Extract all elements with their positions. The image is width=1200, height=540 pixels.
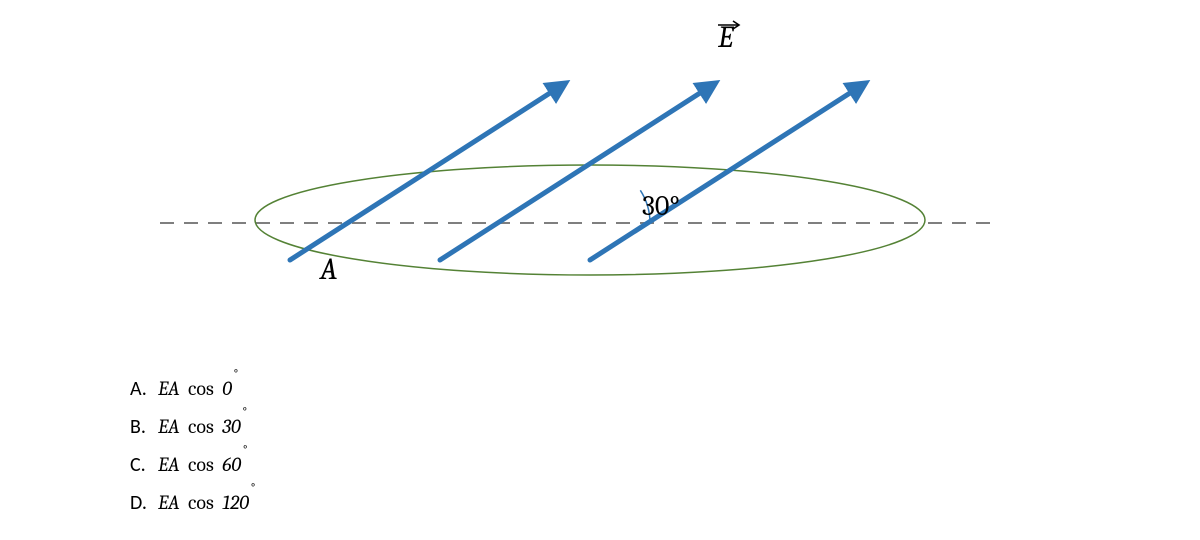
option-label: B. [130, 408, 158, 446]
answer-option: B.EA cos 30° [130, 408, 249, 446]
label-angle: 30° [642, 190, 680, 222]
option-expression: EA cos 60° [158, 446, 241, 484]
label-E: E [718, 20, 733, 55]
option-label: C. [130, 446, 158, 484]
option-label: A. [130, 370, 158, 408]
option-expression: EA cos 120° [158, 484, 249, 522]
option-label: D. [130, 484, 158, 522]
answer-option: D.EA cos 120° [130, 484, 249, 522]
answer-option: A.EA cos 0° [130, 370, 249, 408]
option-expression: EA cos 30° [158, 408, 241, 446]
label-A: A [320, 252, 337, 287]
answer-choices: A.EA cos 0°B.EA cos 30°C.EA cos 60°D.EA … [130, 370, 249, 522]
arrow-over-E [716, 16, 746, 30]
label-A-text: A [320, 252, 337, 287]
option-expression: EA cos 0° [158, 370, 232, 408]
label-angle-text: 30° [642, 190, 680, 222]
answer-option: C.EA cos 60° [130, 446, 249, 484]
